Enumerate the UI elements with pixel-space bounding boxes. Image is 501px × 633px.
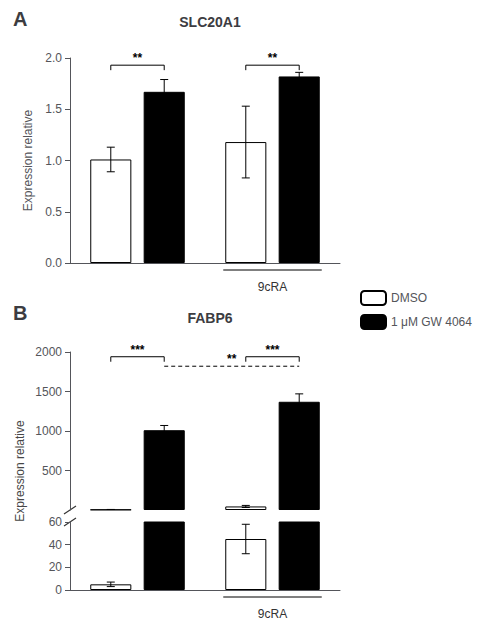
- svg-text:A: A: [13, 8, 27, 30]
- svg-text:9cRA: 9cRA: [258, 607, 287, 621]
- svg-text:0.5: 0.5: [45, 205, 62, 219]
- svg-text:SLC20A1: SLC20A1: [179, 14, 241, 30]
- svg-text:2.0: 2.0: [45, 51, 62, 65]
- svg-text:1.0: 1.0: [45, 154, 62, 168]
- svg-text:60: 60: [49, 515, 63, 529]
- svg-text:0.0: 0.0: [45, 256, 62, 270]
- svg-text:1 μM GW 4064: 1 μM GW 4064: [391, 315, 472, 329]
- svg-text:1000: 1000: [35, 424, 62, 438]
- svg-text:Expression relative: Expression relative: [21, 109, 35, 211]
- svg-text:**: **: [268, 51, 278, 65]
- svg-text:500: 500: [42, 464, 62, 478]
- svg-text:***: ***: [130, 343, 144, 357]
- svg-text:**: **: [133, 51, 143, 65]
- svg-text:Expression relative: Expression relative: [13, 420, 27, 522]
- svg-text:1.5: 1.5: [45, 102, 62, 116]
- svg-text:40: 40: [49, 538, 63, 552]
- svg-text:2000: 2000: [35, 345, 62, 359]
- svg-text:0: 0: [55, 583, 62, 597]
- svg-text:**: **: [227, 352, 237, 366]
- svg-text:1500: 1500: [35, 385, 62, 399]
- svg-text:FABP6: FABP6: [187, 310, 232, 326]
- svg-text:***: ***: [265, 343, 279, 357]
- svg-text:20: 20: [49, 560, 63, 574]
- svg-text:DMSO: DMSO: [391, 291, 427, 305]
- svg-text:9cRA: 9cRA: [258, 280, 287, 294]
- svg-text:B: B: [13, 302, 27, 324]
